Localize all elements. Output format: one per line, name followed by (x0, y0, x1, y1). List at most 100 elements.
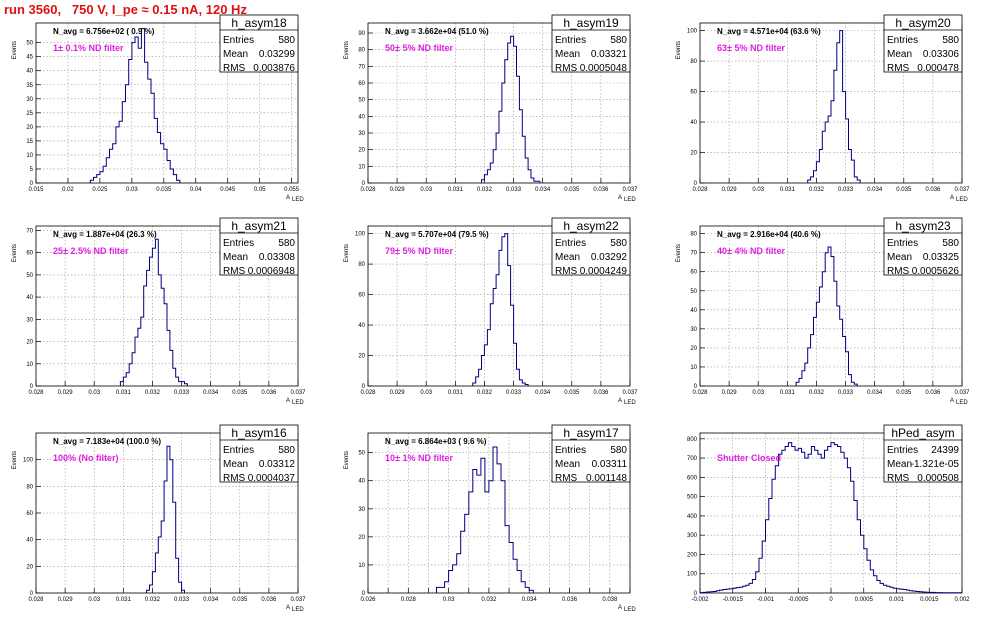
histogram-bin (814, 171, 817, 183)
histogram-outline (699, 442, 963, 594)
histogram-bin (513, 559, 517, 593)
histogram-name: h_asym18 (231, 16, 287, 30)
y-tick-label: 60 (26, 251, 33, 257)
histogram-bin (453, 565, 457, 593)
histogram-bin (808, 454, 811, 593)
histogram-bin (482, 180, 485, 183)
histogram-bin (493, 288, 496, 386)
x-tick-label: 0.0005 (855, 597, 874, 603)
histogram-bin (445, 582, 449, 593)
y-tick-label: 60 (690, 270, 697, 276)
y-tick-label: 600 (687, 475, 698, 481)
x-tick-label: 0.03 (88, 390, 100, 396)
x-tick-label: 0.034 (535, 187, 551, 193)
histogram-bin (926, 592, 929, 593)
x-tick-label: 0.035 (564, 187, 580, 193)
histogram-bin (883, 585, 886, 593)
x-tick-label: 0.036 (593, 187, 609, 193)
histogram-bin (877, 580, 880, 593)
y-axis-label: Events (12, 451, 18, 469)
histogram-bin (499, 250, 502, 386)
histogram-bin (847, 468, 850, 593)
y-tick-label: 80 (26, 484, 33, 490)
histogram-bin (913, 591, 916, 593)
histogram-bin (173, 175, 176, 183)
histogram-bin (824, 450, 827, 593)
histogram-bin (525, 158, 528, 183)
x-axis-label-subscript: LED (624, 400, 636, 406)
stats-label: Entries (223, 35, 254, 46)
histogram-bin (808, 348, 811, 386)
plot-frame (35, 22, 299, 184)
y-tick-label: 700 (687, 456, 698, 462)
histogram-bin (815, 450, 818, 593)
histogram-bin (167, 446, 170, 593)
histogram-bin (529, 590, 533, 593)
histogram-bin (113, 144, 116, 183)
x-tick-label: 0.03 (126, 187, 138, 193)
stats-label: RMS (555, 63, 578, 74)
stats-value: 580 (942, 35, 959, 46)
plot-frame (367, 225, 631, 387)
histogram-bin (129, 59, 132, 183)
histogram-bin (493, 447, 497, 593)
histogram-bin (525, 587, 529, 593)
y-tick-label: 10 (358, 563, 365, 569)
histogram-bin (148, 79, 151, 183)
x-tick-label: 0.032 (477, 390, 493, 396)
x-tick-label: 0.031 (116, 390, 132, 396)
y-tick-label: 20 (358, 148, 365, 154)
histogram-bin (145, 62, 148, 183)
stats-value: 580 (278, 35, 295, 46)
x-tick-label: 0.033 (506, 187, 522, 193)
y-tick-label: 0 (694, 591, 698, 597)
histogram-bin (890, 587, 893, 593)
x-tick-label: 0.029 (390, 390, 406, 396)
x-tick-label: 0.034 (867, 187, 883, 193)
histogram-bin (173, 502, 176, 593)
y-tick-label: 30 (690, 327, 697, 333)
histogram-bin (802, 371, 805, 386)
y-tick-label: 40 (26, 295, 33, 301)
histogram-bin (816, 302, 819, 386)
histogram-bin (816, 162, 819, 183)
histogram-bin (144, 286, 147, 386)
stats-value: 0.0006948 (248, 266, 296, 277)
navg-annotation: N_avg = 6.864e+03 ( 9.6 %) (385, 437, 487, 446)
histogram-bin (496, 275, 499, 386)
histogram-bin (828, 446, 831, 593)
y-tick-label: 0 (362, 384, 366, 390)
stats-label: RMS (555, 473, 578, 484)
histogram-bin (864, 549, 867, 593)
histogram-bin (179, 382, 182, 386)
plot-frame (35, 225, 299, 387)
x-tick-label: 0.028 (28, 390, 44, 396)
y-axis-label: Events (344, 451, 350, 469)
histogram-bin (831, 101, 834, 183)
histogram-bin (176, 377, 179, 386)
histogram-bin (837, 306, 840, 386)
histogram-outline (436, 446, 534, 593)
histogram-bin (170, 460, 173, 593)
x-tick-label: 0.037 (622, 390, 638, 396)
x-tick-label: 0.05 (254, 187, 266, 193)
histogram-bin (501, 481, 505, 593)
histogram-bin (164, 149, 167, 183)
x-tick-label: 0.015 (28, 187, 44, 193)
histogram-bin (782, 450, 785, 593)
histogram-bin (857, 520, 860, 593)
histogram-bin (828, 247, 831, 386)
histogram-bin (792, 446, 795, 593)
histogram-bin (531, 178, 534, 183)
histogram-panel-h_asym22: 0.028 0.029 0.03 0.031 0.032 0.033 0.034 0.035 0… (344, 217, 638, 406)
y-tick-label: 0 (694, 384, 698, 390)
stats-label: Entries (555, 445, 586, 456)
y-tick-label: 100 (687, 29, 698, 35)
y-tick-label: 100 (687, 572, 698, 578)
y-axis-label: Events (676, 41, 682, 59)
x-tick-label: 0 (829, 597, 833, 603)
x-tick-label: 0.028 (28, 597, 44, 603)
y-tick-label: 400 (687, 514, 698, 520)
y-tick-label: 35 (26, 83, 33, 89)
histogram-bin (860, 535, 863, 593)
